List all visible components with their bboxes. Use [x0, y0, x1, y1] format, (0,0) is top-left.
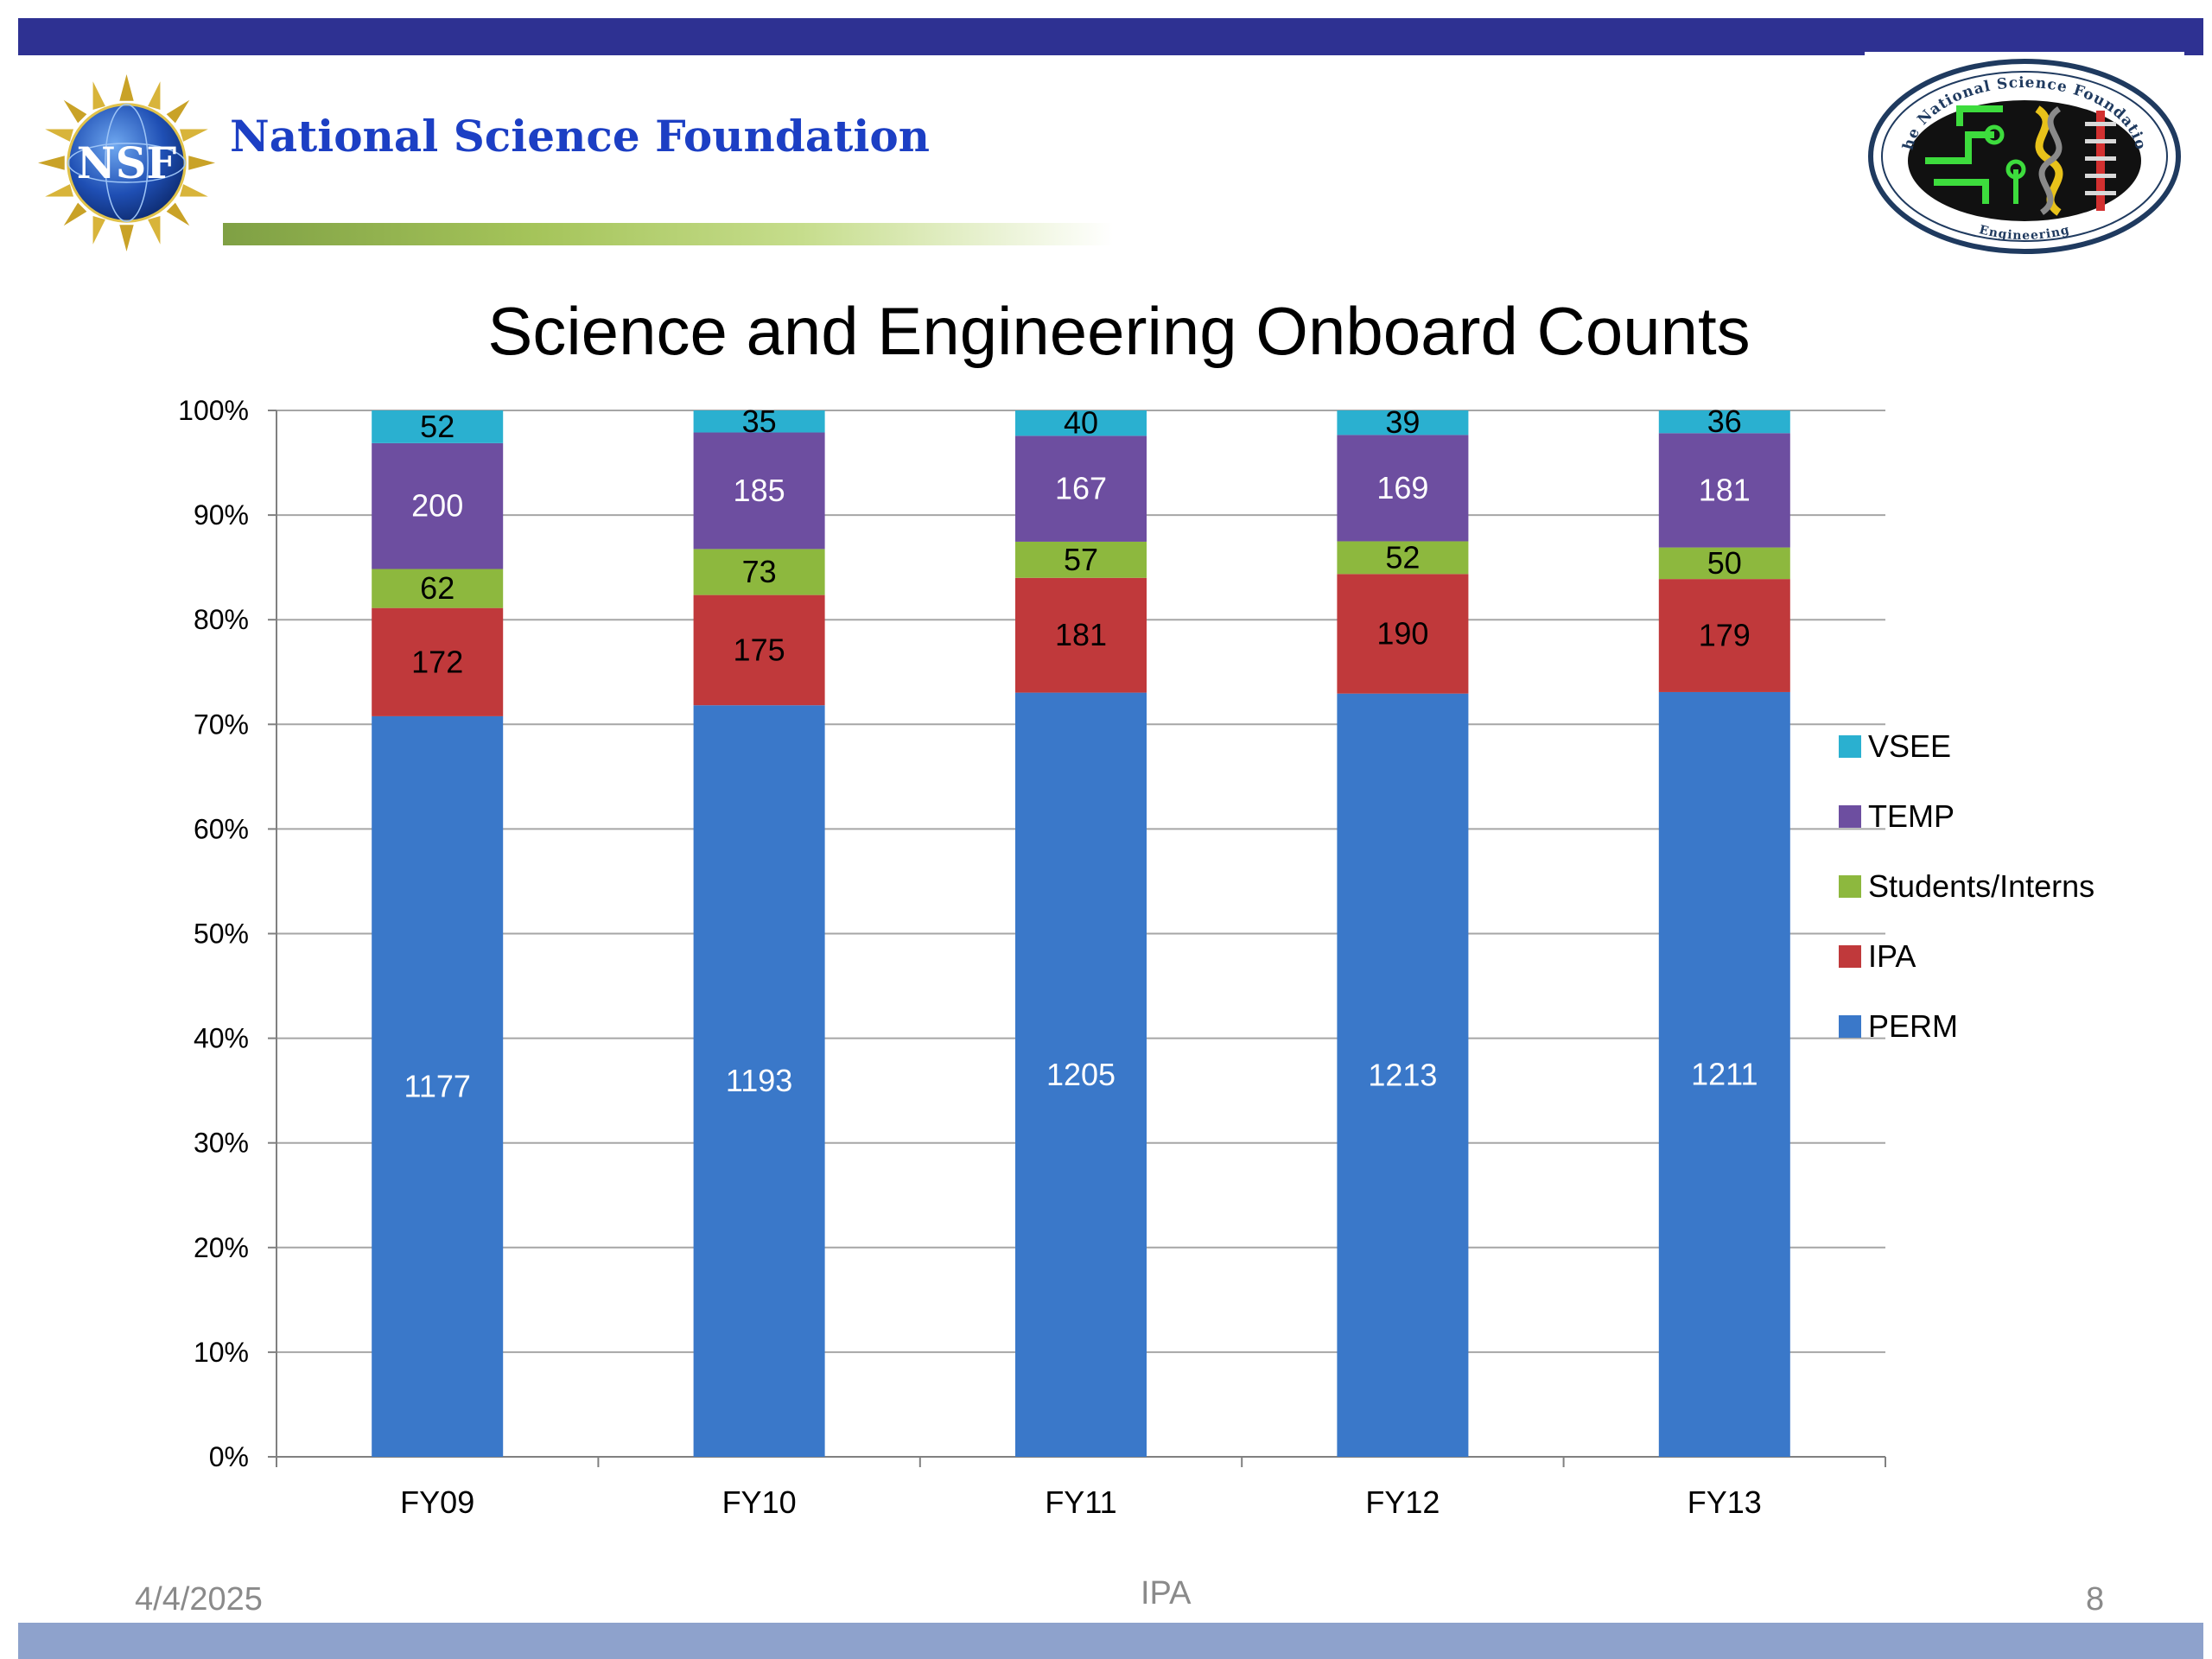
data-label: 52 [420, 409, 454, 444]
y-tick-label: 50% [194, 918, 249, 950]
data-label: 52 [1385, 539, 1420, 575]
y-tick-label: 40% [194, 1023, 249, 1054]
legend-swatch [1839, 735, 1861, 758]
seal-text-bottom: Engineering [1978, 223, 2070, 243]
bar-segment-ipa [693, 594, 825, 706]
engineering-seal-icon: The National Science Foundation Engineer… [1865, 57, 2181, 254]
bar-segment-temp [1337, 435, 1469, 542]
data-label: 167 [1055, 471, 1107, 506]
bar-segment-perm [372, 715, 504, 1457]
x-tick-label: FY11 [1045, 1484, 1116, 1520]
x-tick-label: FY09 [400, 1484, 474, 1520]
bar-segment-students-interns [1015, 541, 1147, 578]
data-label: 36 [1707, 404, 1742, 439]
bar-segment-perm [1015, 692, 1147, 1457]
data-label: 73 [742, 554, 777, 589]
bottom-banner-bar [18, 1623, 2203, 1659]
seal-helix-icon [2035, 105, 2063, 216]
data-label: 35 [742, 404, 777, 439]
y-tick-label: 100% [178, 395, 249, 426]
data-label: 1177 [404, 1068, 470, 1103]
data-label: 200 [411, 488, 463, 524]
footer-page-number: 8 [2086, 1581, 2105, 1618]
data-label: 175 [734, 632, 785, 667]
footer-center-text: IPA [1141, 1575, 1192, 1611]
x-tick-label: FY12 [1365, 1484, 1440, 1520]
data-label: 39 [1385, 404, 1420, 440]
data-label: 62 [420, 570, 454, 606]
svg-text:Engineering: Engineering [1978, 223, 2071, 243]
logo-text: NSF [77, 138, 176, 188]
legend-label: Students/Interns [1868, 868, 2094, 904]
bar-segment-students-interns [1337, 541, 1469, 575]
data-label: 172 [411, 644, 463, 679]
data-label: 181 [1699, 472, 1751, 507]
bar-segment-ipa [372, 607, 504, 716]
legend-label: IPA [1868, 938, 1916, 974]
x-tick-label: FY10 [722, 1484, 797, 1520]
bar-segment-vsee [1015, 410, 1147, 436]
chart-data-labels: 1177 172 62 200 52 1193 175 73 185 35 1205 181 57 167… [404, 404, 1758, 1104]
logo-rays [38, 74, 215, 251]
data-label: 181 [1055, 617, 1107, 652]
data-label: 40 [1064, 405, 1098, 441]
bar-segment-ipa [1337, 574, 1469, 694]
bar-segment-ipa [1015, 577, 1147, 693]
chart-legend: VSEE TEMP Students/Interns IPA PERM [1839, 728, 2094, 1044]
top-banner-bar [18, 18, 2203, 55]
top-banner-accent [1865, 52, 2184, 55]
bar-segment-perm [693, 705, 825, 1457]
seal-ladder-icon [2085, 111, 2116, 211]
data-label: 1205 [1046, 1057, 1116, 1092]
data-label: 185 [734, 473, 785, 508]
bar-segment-perm [1337, 693, 1469, 1457]
data-label: 1211 [1691, 1056, 1758, 1091]
seal-circuit-icon [1925, 105, 2026, 204]
chart-bars [372, 410, 1790, 1457]
bar-segment-temp [1658, 433, 1790, 548]
bar-segment-temp [1015, 435, 1147, 542]
y-tick-label: 60% [194, 813, 249, 844]
bar-segment-temp [693, 432, 825, 550]
data-label: 50 [1707, 545, 1742, 581]
y-tick-label: 0% [209, 1441, 249, 1472]
org-name: National Science Foundation [230, 111, 931, 162]
bar-segment-vsee [1337, 410, 1469, 435]
legend-label: VSEE [1868, 728, 1951, 764]
bar-segment-students-interns [1658, 547, 1790, 580]
bar-segment-students-interns [372, 569, 504, 608]
stacked-bar-chart: 0% 10% 20% 30% 40% 50% 60% 70% 80% 90% 100% FY09 FY1… [178, 395, 2094, 1520]
y-tick-label: 30% [194, 1128, 249, 1159]
data-label: 179 [1699, 618, 1751, 653]
slide-title: Science and Engineering Onboard Counts [487, 293, 1751, 369]
data-label: 169 [1376, 470, 1428, 505]
legend-label: PERM [1868, 1008, 1958, 1044]
bar-segment-ipa [1658, 579, 1790, 692]
data-label: 1213 [1368, 1057, 1437, 1092]
y-tick-label: 10% [194, 1337, 249, 1368]
bar-segment-vsee [372, 410, 504, 443]
y-tick-label: 80% [194, 604, 249, 635]
bar-segment-students-interns [693, 549, 825, 595]
legend-swatch [1839, 805, 1861, 828]
bar-segment-vsee [693, 410, 825, 433]
y-tick-label: 70% [194, 709, 249, 740]
x-tick-label: FY13 [1688, 1484, 1762, 1520]
legend-swatch [1839, 875, 1861, 898]
footer-date: 4/4/2025 [135, 1581, 263, 1618]
bar-segment-perm [1658, 691, 1790, 1457]
header-gradient-rule [223, 223, 1113, 245]
legend-label: TEMP [1868, 798, 1955, 834]
bar-segment-vsee [1658, 410, 1790, 434]
legend-swatch [1839, 1015, 1861, 1038]
data-label: 57 [1064, 542, 1098, 577]
data-label: 190 [1376, 616, 1428, 652]
nsf-logo-icon: NSF [38, 74, 215, 251]
bar-segment-temp [372, 442, 504, 569]
legend-swatch [1839, 945, 1861, 968]
data-label: 1193 [726, 1063, 792, 1098]
y-tick-label: 90% [194, 499, 249, 531]
chart-axes: 0% 10% 20% 30% 40% 50% 60% 70% 80% 90% 100% FY09 FY1… [178, 395, 1886, 1520]
y-tick-label: 20% [194, 1232, 249, 1263]
